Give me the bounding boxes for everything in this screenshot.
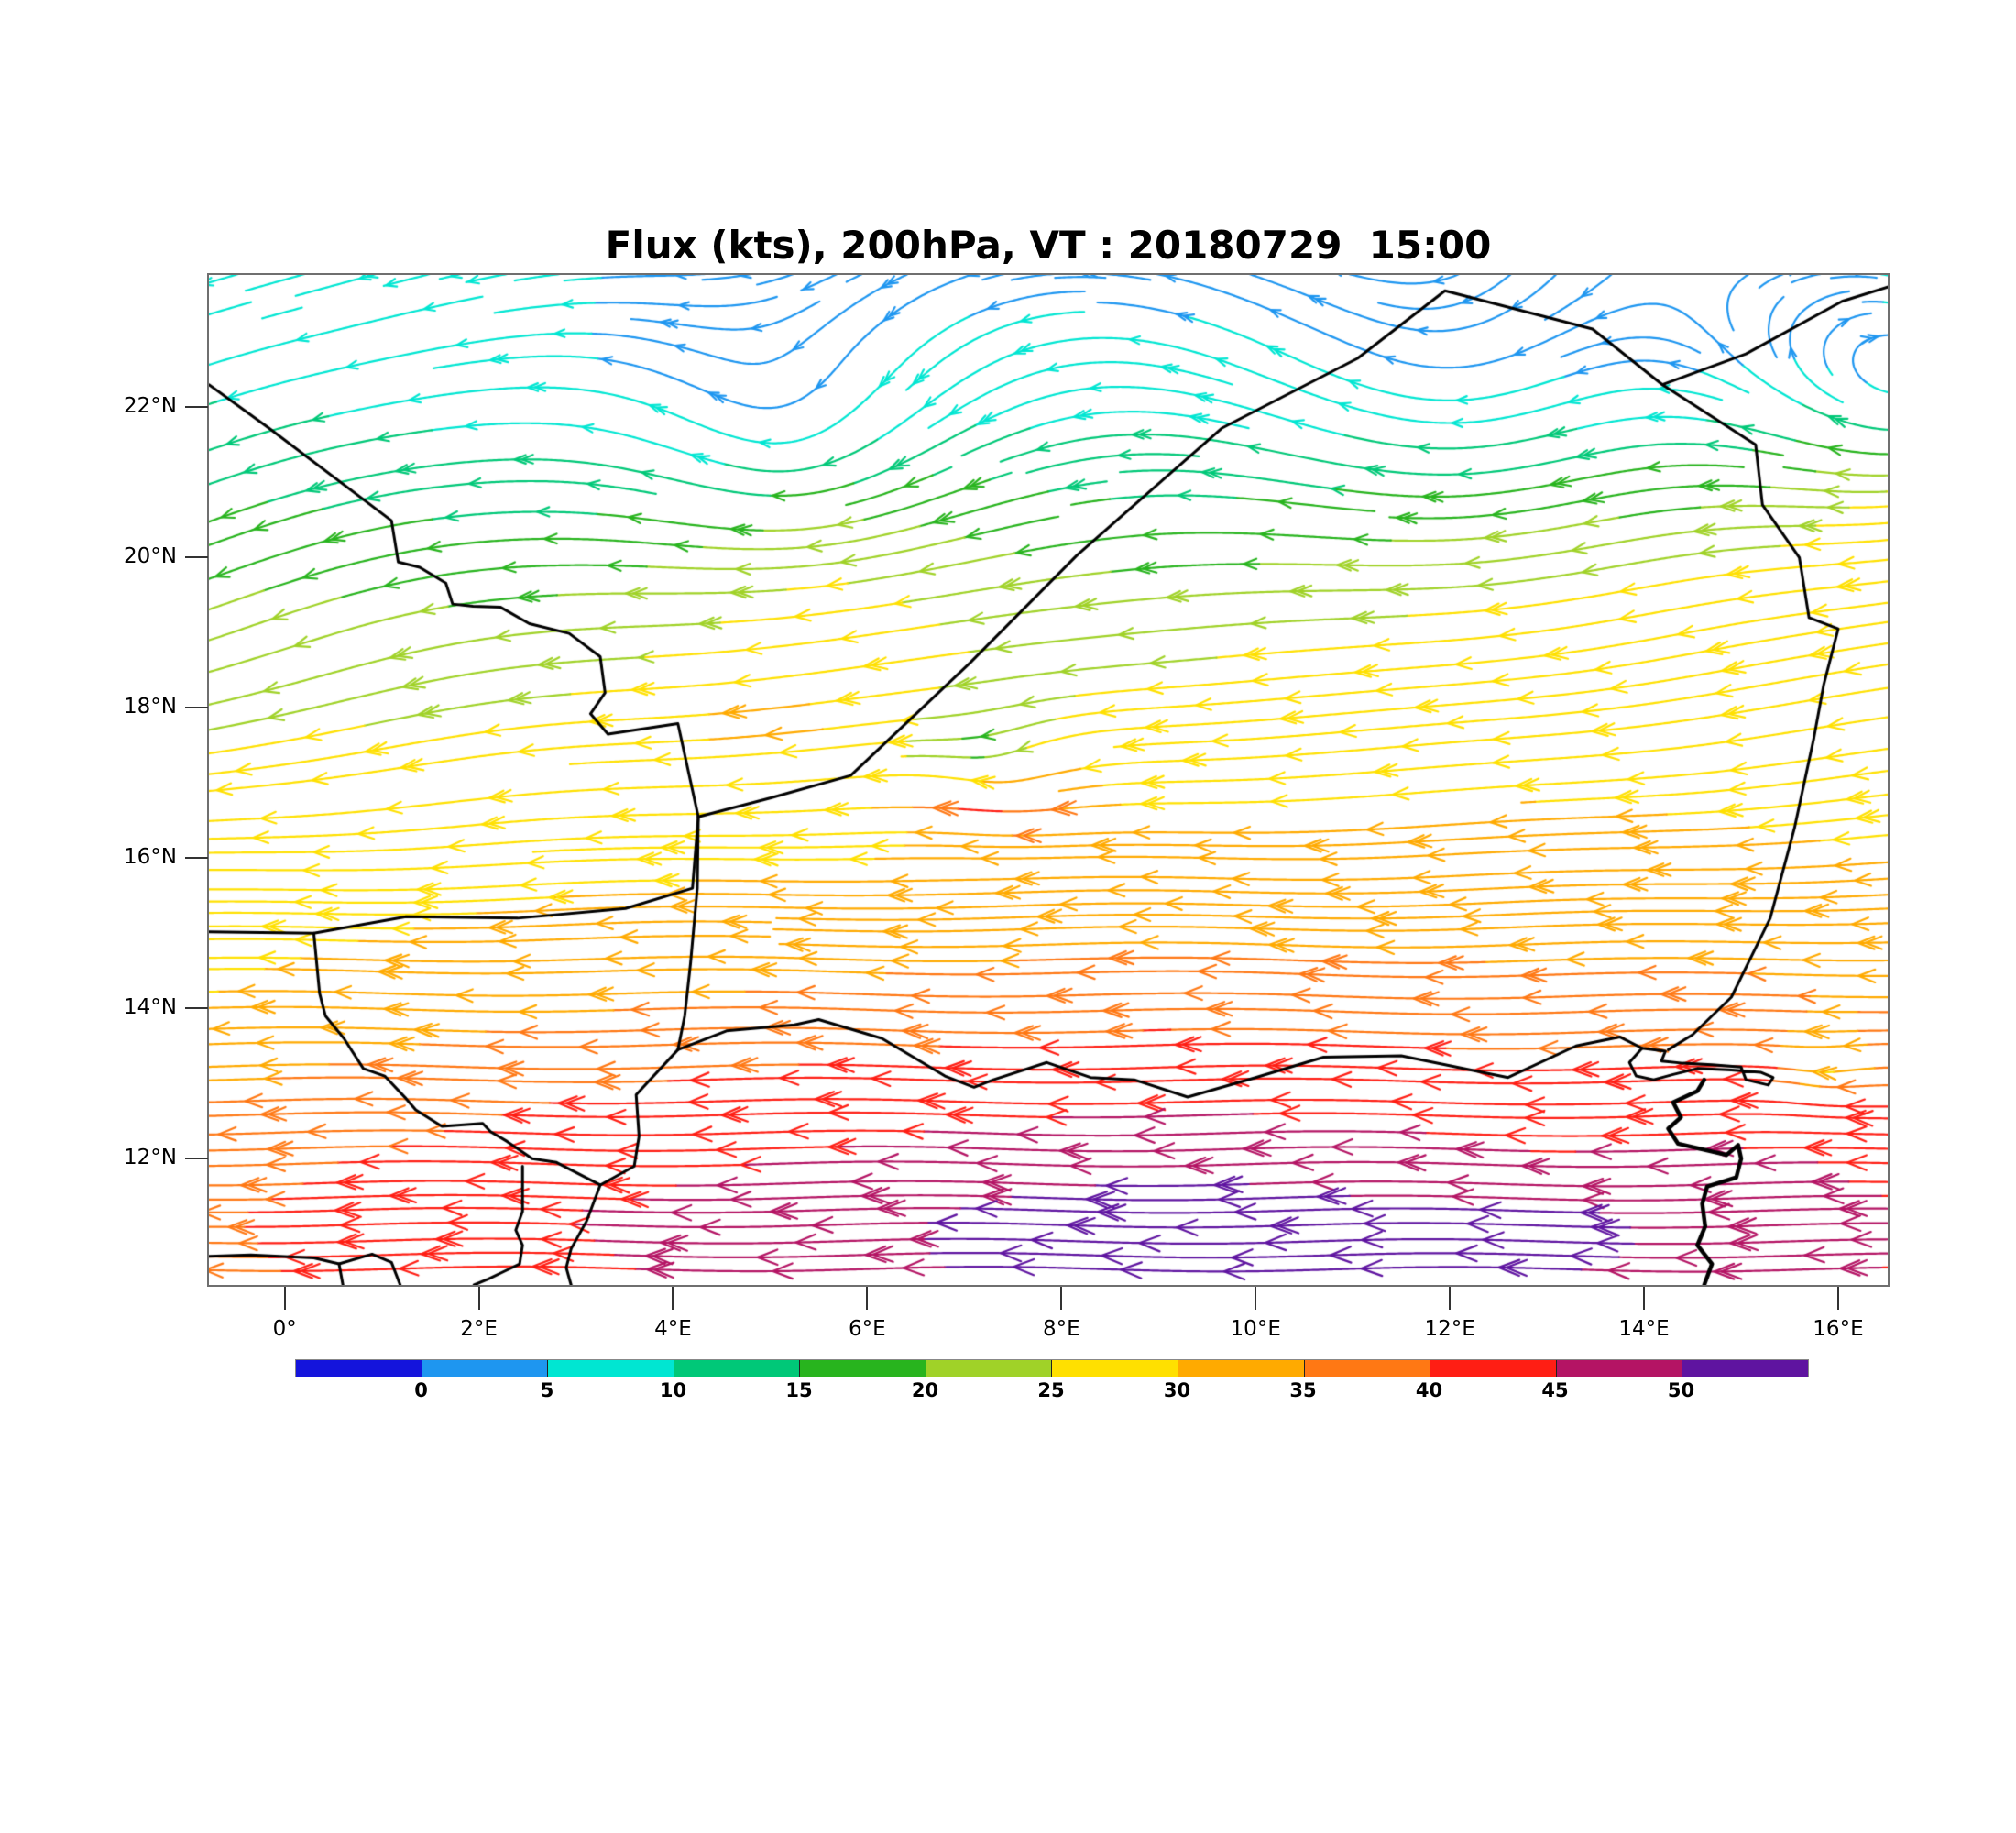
plot-title: Flux (kts), 200hPa, VT : 20180729 15:00: [605, 223, 1492, 268]
colorbar: [295, 1359, 1809, 1377]
colorbar-segment: [1051, 1360, 1178, 1377]
colorbar-segment: [1555, 1360, 1682, 1377]
colorbar-segment: [1178, 1360, 1304, 1377]
x-axis-tick: [866, 1287, 869, 1310]
y-axis-tick: [185, 707, 208, 709]
colorbar-tick-label: 35: [1289, 1379, 1317, 1401]
y-axis-tick-label: 20°N: [124, 544, 177, 569]
colorbar-tick-label: 10: [659, 1379, 687, 1401]
x-axis-tick: [672, 1287, 674, 1310]
streamline-map-canvas: [209, 275, 1888, 1285]
colorbar-segment: [1303, 1360, 1430, 1377]
colorbar-segment: [1682, 1360, 1808, 1377]
y-axis-tick: [185, 1007, 208, 1010]
colorbar-segment: [925, 1360, 1052, 1377]
y-axis-tick: [185, 1158, 208, 1160]
colorbar-segment: [547, 1360, 674, 1377]
x-axis-tick-label: 16°E: [1813, 1317, 1864, 1341]
x-axis-tick: [1643, 1287, 1646, 1310]
colorbar-tick-label: 25: [1037, 1379, 1065, 1401]
y-axis-tick-label: 18°N: [124, 695, 177, 719]
x-axis-tick: [283, 1287, 286, 1310]
y-axis-tick: [185, 857, 208, 860]
colorbar-tick-label: 5: [540, 1379, 554, 1401]
x-axis-tick-label: 4°E: [654, 1317, 692, 1341]
x-axis-tick-label: 12°E: [1424, 1317, 1475, 1341]
x-axis-tick: [477, 1287, 480, 1310]
colorbar-segment: [799, 1360, 926, 1377]
colorbar-segment: [1430, 1360, 1556, 1377]
x-axis-tick-label: 8°E: [1042, 1317, 1080, 1341]
colorbar-segment: [673, 1360, 800, 1377]
colorbar-tick-label: 50: [1667, 1379, 1695, 1401]
colorbar-tick-label: 45: [1541, 1379, 1569, 1401]
y-axis-tick: [185, 406, 208, 409]
x-axis-tick: [1060, 1287, 1063, 1310]
x-axis-tick-label: 6°E: [849, 1317, 886, 1341]
y-axis-tick-label: 14°N: [124, 995, 177, 1020]
map-frame: [207, 273, 1890, 1287]
y-axis-tick-label: 16°N: [124, 845, 177, 870]
x-axis-tick: [1836, 1287, 1839, 1310]
y-axis-tick-label: 12°N: [124, 1146, 177, 1170]
x-axis-tick-label: 14°E: [1618, 1317, 1670, 1341]
colorbar-tick-label: 15: [785, 1379, 813, 1401]
x-axis-tick: [1255, 1287, 1257, 1310]
colorbar-segment: [296, 1360, 422, 1377]
x-axis-tick-label: 10°E: [1230, 1317, 1281, 1341]
colorbar-tick-label: 0: [414, 1379, 428, 1401]
y-axis-tick-label: 22°N: [124, 394, 177, 419]
x-axis-tick: [1449, 1287, 1452, 1310]
x-axis-tick-label: 0°: [272, 1317, 297, 1341]
colorbar-segment: [421, 1360, 548, 1377]
colorbar-tick-label: 20: [911, 1379, 939, 1401]
y-axis-tick: [185, 556, 208, 559]
x-axis-tick-label: 2°E: [460, 1317, 498, 1341]
colorbar-tick-label: 30: [1163, 1379, 1191, 1401]
colorbar-tick-label: 40: [1415, 1379, 1443, 1401]
